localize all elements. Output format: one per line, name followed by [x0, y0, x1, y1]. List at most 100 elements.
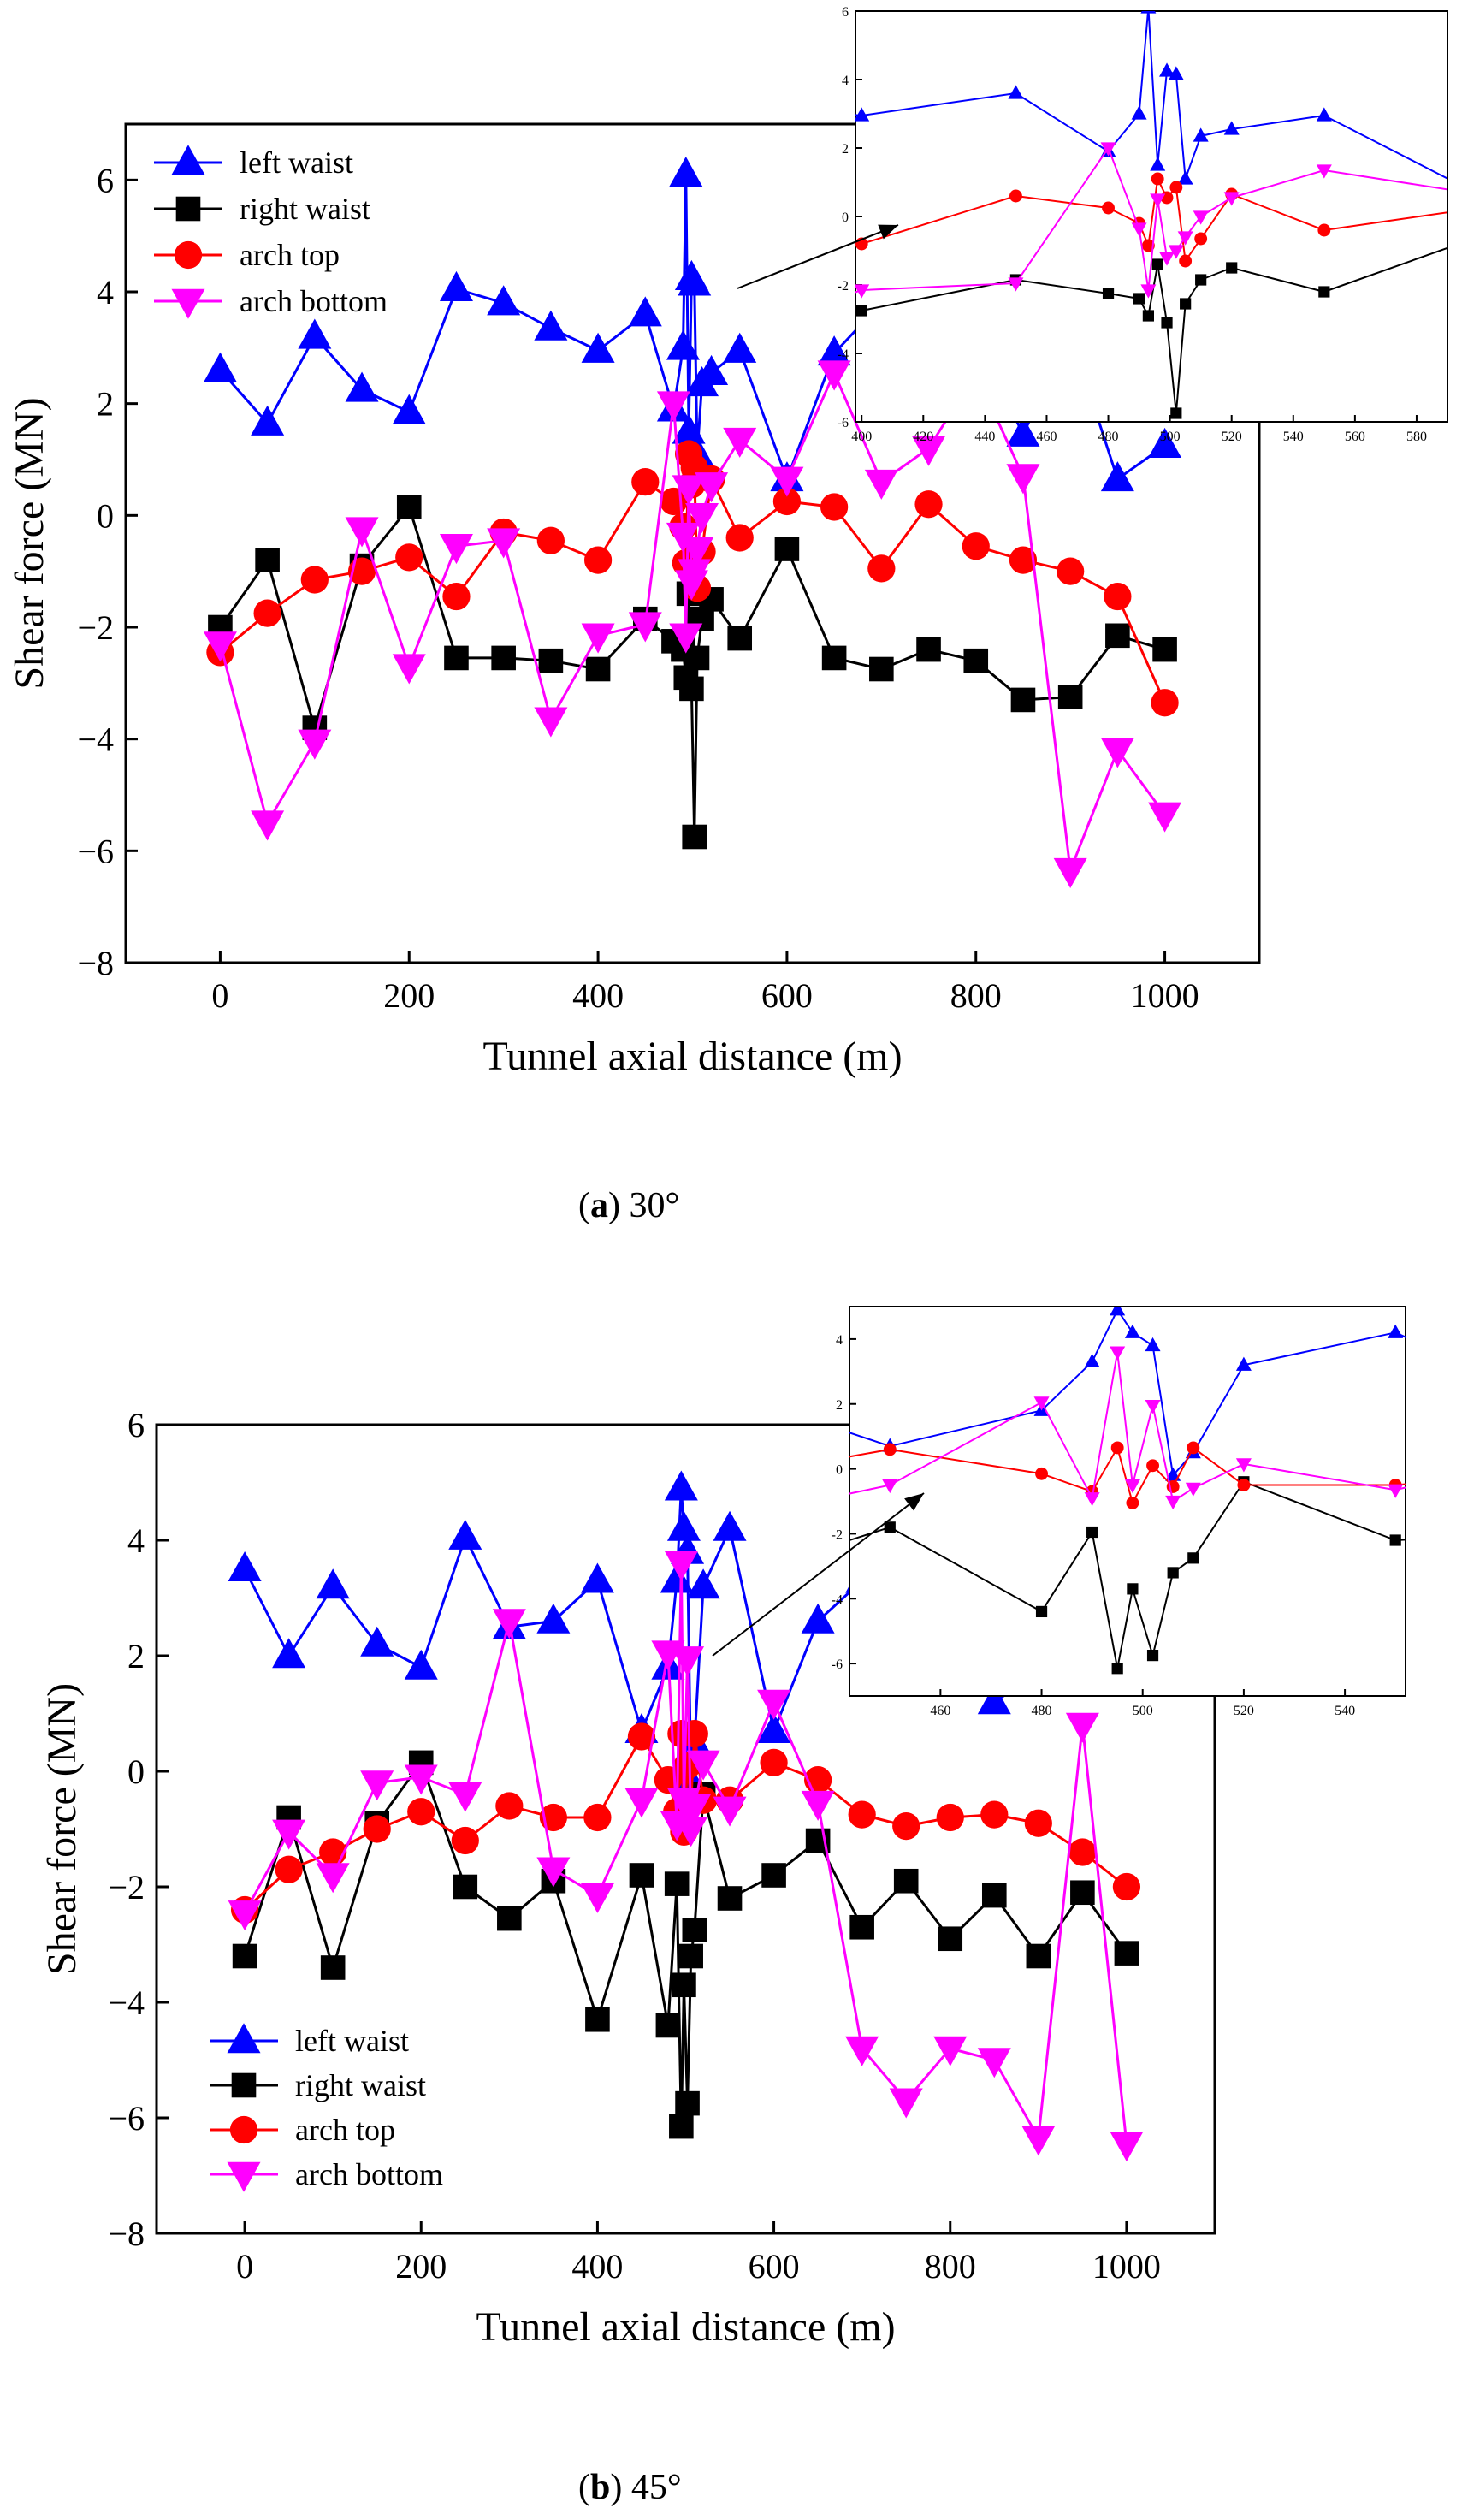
- main-point-left-waist: [660, 1562, 694, 1593]
- main-point-arch-bottom: [1065, 1712, 1099, 1743]
- main-point-left-waist: [345, 371, 379, 402]
- main-point-arch-bottom: [316, 1863, 350, 1894]
- inset-point-arch-bottom: [546, 226, 561, 240]
- main-point-arch-bottom: [534, 707, 568, 738]
- y-tick-label: 2: [97, 385, 114, 424]
- main-point-right-waist: [679, 676, 704, 702]
- inset-point-right-waist: [1102, 288, 1115, 299]
- main-point-arch-bottom: [695, 472, 729, 503]
- x-tick-label: 800: [950, 976, 1002, 1015]
- inset-series-arch-bottom: [849, 1346, 1406, 1510]
- main-point-arch-bottom: [656, 391, 690, 422]
- main-point-arch-top: [583, 546, 613, 574]
- inset-point-arch-bottom: [392, 229, 407, 243]
- main-point-left-waist: [713, 1510, 747, 1541]
- main-point-arch-top: [1151, 689, 1179, 717]
- inset-point-left-waist: [83, 131, 98, 145]
- main-point-arch-top: [980, 1800, 1009, 1829]
- inset-point-arch-bottom: [1131, 222, 1147, 237]
- main-point-arch-bottom: [1148, 802, 1182, 833]
- main-point-arch-top: [583, 1803, 612, 1832]
- inset-point-left-waist: [1223, 121, 1240, 135]
- legend: left waist right waist arch top arch bottom: [210, 2023, 443, 2192]
- main-point-arch-top: [407, 1798, 435, 1826]
- inset-series-right-waist: [849, 1476, 1406, 1675]
- inset-point-arch-top: [1194, 232, 1208, 246]
- main-point-right-waist: [717, 1886, 743, 1911]
- inset-point-right-waist: [855, 305, 867, 317]
- inset-point-left-waist: [376, 1376, 392, 1390]
- inset-y-tick-label: -2: [832, 1527, 843, 1542]
- inset-point-arch-top: [1126, 1496, 1139, 1509]
- main-point-left-waist: [678, 265, 712, 296]
- main-point-arch-top: [495, 1792, 524, 1820]
- plot-frame: [155, 1423, 1216, 2235]
- main-point-right-waist: [678, 1943, 703, 1969]
- inset-y-tick-label: -2: [838, 279, 849, 294]
- legend-label: left waist: [295, 2024, 409, 2058]
- main-point-left-waist: [580, 1562, 614, 1593]
- main-point-arch-bottom: [251, 810, 285, 841]
- main-point-arch-top: [892, 1812, 920, 1841]
- inset-frame: [855, 10, 1448, 423]
- main-point-arch-top: [536, 526, 565, 554]
- inset-x-tick-label: 560: [1345, 430, 1365, 444]
- inset-point-arch-bottom: [1159, 252, 1175, 266]
- main-point-right-waist: [893, 1868, 919, 1894]
- inset-point-arch-bottom: [1193, 210, 1209, 225]
- y-tick-label: −4: [108, 1983, 145, 2022]
- inset-point-right-waist: [1167, 1567, 1179, 1579]
- legend-marker: [171, 288, 205, 319]
- legend-label: arch top: [295, 2113, 395, 2147]
- main-point-arch-top: [1104, 582, 1132, 611]
- x-tick-label: 200: [395, 2247, 447, 2286]
- inset-point-left-waist: [1140, 11, 1157, 14]
- inset-point-right-waist: [1187, 1552, 1199, 1564]
- main-point-right-waist: [1114, 1941, 1139, 1966]
- x-tick-label: 400: [571, 2247, 623, 2286]
- x-tick-label: 800: [925, 2247, 976, 2286]
- main-point-arch-top: [253, 599, 281, 627]
- main-point-left-waist: [1006, 416, 1040, 447]
- inset-series-left-waist: [83, 11, 1447, 185]
- main-point-right-waist: [774, 537, 800, 561]
- main-point-arch-bottom: [298, 729, 332, 760]
- main-point-left-waist: [536, 1603, 571, 1634]
- y-tick-label: −2: [77, 608, 114, 647]
- main-point-right-waist: [849, 1914, 874, 1940]
- legend-marker: [174, 240, 203, 270]
- zoom-arrow: [712, 1492, 925, 1657]
- main-point-right-waist: [684, 645, 710, 671]
- y-tick-label: −8: [77, 944, 114, 982]
- main-point-left-waist: [695, 354, 729, 386]
- inset-point-arch-bottom: [1145, 1400, 1161, 1414]
- main-point-arch-top: [962, 532, 990, 560]
- main-point-arch-bottom: [1053, 857, 1087, 888]
- main-point-right-waist: [675, 2090, 700, 2116]
- main-point-arch-bottom: [581, 623, 615, 654]
- inset-point-left-waist: [1084, 1353, 1100, 1368]
- main-point-right-waist: [1057, 685, 1083, 709]
- inset-point-arch-top: [883, 1443, 897, 1456]
- main-point-right-waist: [538, 648, 564, 673]
- main-point-arch-top: [451, 1826, 479, 1855]
- main-point-arch-top: [1024, 1809, 1052, 1837]
- inset-point-left-waist: [700, 93, 715, 107]
- main-point-right-waist: [916, 637, 941, 662]
- inset-point-arch-top: [85, 245, 98, 258]
- y-tick-label: 2: [127, 1637, 145, 1675]
- main-point-arch-bottom: [770, 466, 804, 497]
- main-point-arch-bottom: [1021, 2126, 1056, 2156]
- main-point-arch-bottom: [404, 1764, 438, 1795]
- main-point-right-waist: [655, 2013, 681, 2038]
- main-point-right-waist: [444, 645, 469, 671]
- inset-x-tick-label: 520: [1234, 1704, 1254, 1718]
- legend-marker: [231, 2072, 257, 2098]
- inset-y-tick-label: 4: [836, 1333, 843, 1348]
- inset-point-right-waist: [1180, 298, 1192, 310]
- inset-point-left-waist: [1388, 1324, 1404, 1338]
- main-point-right-waist: [1152, 637, 1177, 662]
- legend-label: arch top: [240, 238, 340, 272]
- main-point-right-waist: [232, 1943, 257, 1969]
- x-tick-label: 1000: [1092, 2247, 1161, 2286]
